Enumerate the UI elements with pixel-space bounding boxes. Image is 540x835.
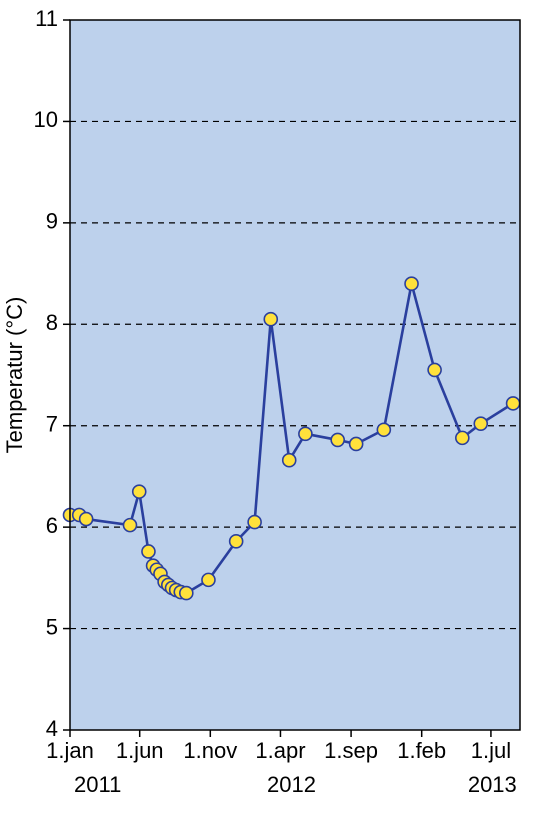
y-tick-label: 9 <box>46 209 58 234</box>
x-tick-label: 1.jun <box>116 738 164 763</box>
y-tick-label: 8 <box>46 310 58 335</box>
chart-svg: 45678910111.jan1.jun1.nov1.apr1.sep1.feb… <box>0 0 540 835</box>
y-tick-label: 6 <box>46 513 58 538</box>
y-tick-label: 5 <box>46 614 58 639</box>
y-tick-label: 7 <box>46 412 58 437</box>
x-year-label: 2011 <box>74 772 121 797</box>
y-axis-label: Temperatur (°C) <box>2 297 27 454</box>
x-tick-label: 1.jan <box>46 738 94 763</box>
x-year-label: 2013 <box>468 772 517 797</box>
temperature-chart: 45678910111.jan1.jun1.nov1.apr1.sep1.feb… <box>0 0 540 835</box>
x-tick-label: 1.apr <box>255 738 305 763</box>
y-tick-label: 11 <box>35 6 58 31</box>
x-tick-label: 1.nov <box>183 738 237 763</box>
y-tick-label: 10 <box>34 107 58 132</box>
x-tick-label: 1.jul <box>471 738 511 763</box>
x-tick-label: 1.sep <box>324 738 378 763</box>
x-tick-label: 1.feb <box>397 738 446 763</box>
x-year-label: 2012 <box>267 772 316 797</box>
